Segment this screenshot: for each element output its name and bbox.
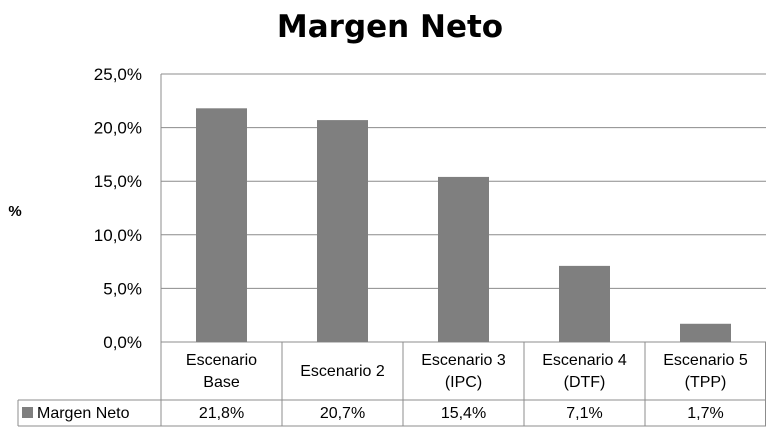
data-label: 21,8% [199,405,244,422]
bar [317,120,368,342]
x-category-label: (IPC) [445,374,482,391]
x-category-label: Escenario 3 [421,352,506,369]
bar [680,323,731,342]
y-tick-label: 15,0% [94,172,142,191]
data-table: Escenario Base Escenario 2 Escenario 3 (IPC)… [17,342,766,427]
y-tick-label: 20,0% [94,119,142,138]
data-label: 15,4% [441,405,486,422]
x-category-label: Escenario [186,352,257,369]
x-category-label: (TPP) [685,374,727,391]
bar [559,265,610,342]
legend-label: Margen Neto [37,405,130,422]
bar [196,108,247,342]
x-category-label: (DTF) [564,374,606,391]
x-category-label: Base [203,374,240,391]
y-tick-label: 25,0% [94,65,142,84]
y-tick-label: 5,0% [103,279,142,298]
bars [196,108,731,342]
x-category-label: Escenario 4 [542,352,627,369]
data-label: 1,7% [687,405,723,422]
chart-title: Margen Neto [277,9,503,45]
x-category-label: Escenario 2 [300,363,385,380]
bar [438,176,489,342]
y-tick-label: 10,0% [94,226,142,245]
y-tick-label: 0,0% [103,333,142,352]
legend-swatch [22,407,33,418]
x-category-label: Escenario 5 [663,352,748,369]
data-label: 20,7% [320,405,365,422]
data-label: 7,1% [566,405,602,422]
y-axis-label: % [8,203,21,220]
y-tick-labels: 0,0% 5,0% 10,0% 15,0% 20,0% 25,0% [94,65,142,352]
